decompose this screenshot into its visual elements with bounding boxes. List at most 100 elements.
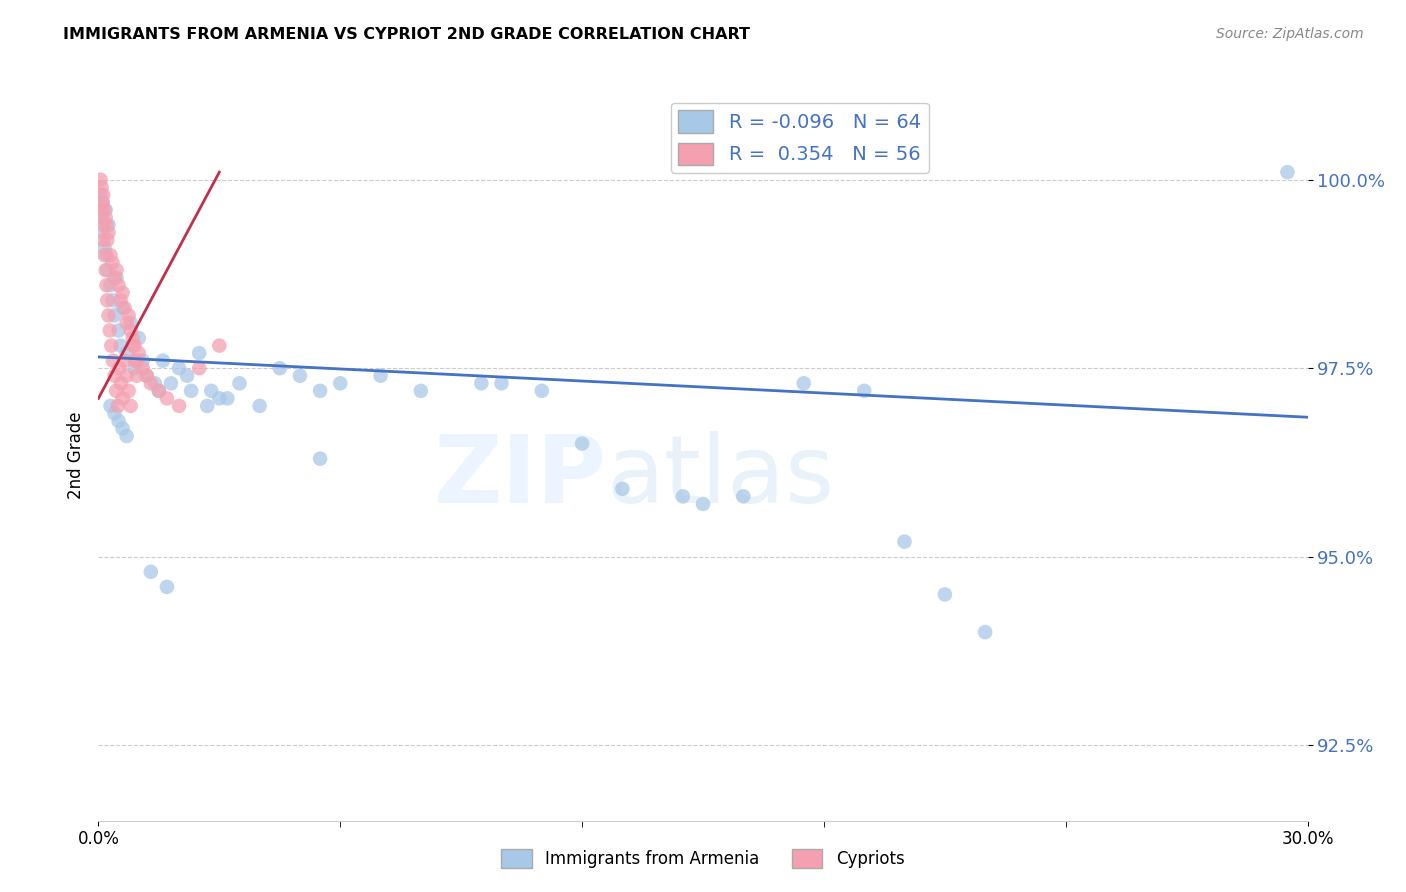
Point: [672, 489, 695, 503]
Point: [103, 407, 125, 421]
Point: [93, 241, 115, 255]
Point: [107, 414, 129, 428]
Point: [101, 255, 124, 269]
Point: [110, 338, 132, 352]
Point: [91, 226, 114, 240]
Point: [148, 384, 170, 398]
Point: [110, 376, 132, 391]
Point: [89, 172, 111, 186]
Point: [120, 399, 142, 413]
Point: [269, 361, 291, 376]
Point: [309, 384, 332, 398]
Point: [143, 376, 166, 391]
Point: [329, 376, 352, 391]
Point: [111, 301, 134, 315]
Point: [115, 368, 138, 383]
Point: [309, 451, 332, 466]
Point: [91, 233, 114, 247]
Point: [110, 293, 132, 308]
Legend: Immigrants from Armenia, Cypriots: Immigrants from Armenia, Cypriots: [495, 842, 911, 875]
Point: [101, 353, 124, 368]
Point: [612, 482, 634, 496]
Point: [249, 399, 271, 413]
Point: [176, 368, 198, 383]
Point: [100, 338, 122, 352]
Point: [105, 270, 128, 285]
Point: [167, 399, 190, 413]
Point: [124, 361, 146, 376]
Point: [98, 324, 121, 338]
Point: [96, 248, 118, 262]
Point: [105, 263, 128, 277]
Point: [103, 270, 125, 285]
Y-axis label: 2nd Grade: 2nd Grade: [66, 411, 84, 499]
Point: [160, 376, 183, 391]
Point: [96, 263, 118, 277]
Point: [491, 376, 513, 391]
Point: [107, 324, 129, 338]
Point: [124, 353, 146, 368]
Point: [100, 248, 122, 262]
Point: [571, 436, 593, 450]
Point: [132, 353, 155, 368]
Point: [125, 353, 148, 368]
Point: [120, 324, 142, 338]
Point: [105, 384, 128, 398]
Point: [120, 316, 142, 330]
Point: [100, 278, 122, 293]
Point: [934, 587, 956, 601]
Point: [91, 195, 114, 210]
Point: [132, 361, 155, 376]
Point: [96, 218, 118, 232]
Point: [107, 278, 129, 293]
Point: [93, 202, 115, 217]
Point: [115, 346, 138, 360]
Point: [111, 392, 134, 406]
Point: [733, 489, 755, 503]
Point: [91, 195, 114, 210]
Point: [94, 202, 117, 217]
Point: [156, 392, 179, 406]
Point: [96, 293, 118, 308]
Point: [1277, 165, 1299, 179]
Point: [135, 368, 157, 383]
Point: [135, 368, 157, 383]
Point: [195, 399, 218, 413]
Point: [124, 338, 146, 352]
Point: [97, 218, 120, 232]
Text: atlas: atlas: [606, 431, 835, 523]
Point: [974, 625, 997, 640]
Point: [188, 346, 211, 360]
Point: [188, 361, 211, 376]
Point: [97, 226, 120, 240]
Point: [90, 180, 112, 194]
Point: [128, 331, 150, 345]
Point: [139, 565, 162, 579]
Point: [91, 187, 114, 202]
Point: [101, 293, 124, 308]
Point: [217, 392, 239, 406]
Point: [530, 384, 553, 398]
Point: [121, 331, 143, 345]
Point: [96, 278, 118, 293]
Point: [90, 202, 112, 217]
Point: [370, 368, 392, 383]
Point: [93, 248, 115, 262]
Point: [103, 368, 125, 383]
Point: [108, 361, 131, 376]
Point: [111, 421, 134, 435]
Point: [128, 346, 150, 360]
Point: [94, 263, 117, 277]
Text: ZIP: ZIP: [433, 431, 606, 523]
Point: [148, 384, 170, 398]
Point: [90, 211, 112, 225]
Point: [200, 384, 222, 398]
Point: [853, 384, 876, 398]
Point: [118, 384, 141, 398]
Point: [692, 497, 714, 511]
Point: [139, 376, 162, 391]
Point: [96, 233, 118, 247]
Point: [167, 361, 190, 376]
Point: [180, 384, 202, 398]
Point: [208, 392, 231, 406]
